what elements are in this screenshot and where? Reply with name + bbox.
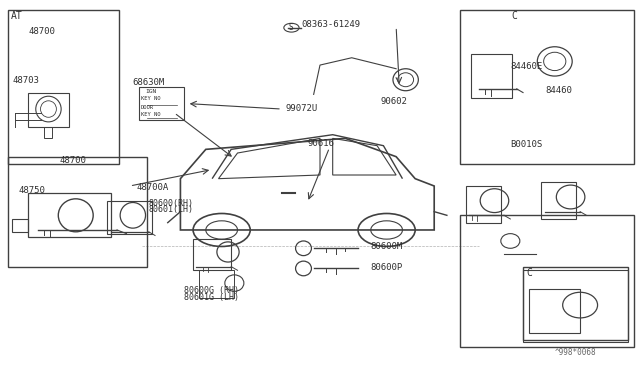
Bar (200, 270, 234, 298)
Text: KEY NO: KEY NO (141, 96, 161, 101)
Text: 08363-61249: 08363-61249 (301, 20, 360, 29)
Text: 90602: 90602 (380, 97, 407, 106)
Bar (193, 239, 231, 270)
Text: 90616: 90616 (307, 139, 334, 148)
Bar (523, 270, 628, 342)
Text: 80600(RH): 80600(RH) (148, 199, 194, 208)
Text: 68630M: 68630M (133, 78, 165, 87)
Text: 48750: 48750 (19, 186, 45, 195)
Bar (139, 87, 184, 120)
Bar (529, 289, 580, 333)
Text: DOOR: DOOR (141, 105, 154, 110)
Bar (471, 54, 512, 98)
Text: 84460: 84460 (545, 86, 572, 94)
Text: AT: AT (10, 11, 22, 21)
Text: 80601(LH): 80601(LH) (148, 205, 194, 214)
Text: ^998*0068: ^998*0068 (555, 347, 596, 357)
Bar (466, 186, 501, 223)
Bar (8, 10, 119, 164)
Text: C: C (511, 11, 518, 21)
Text: KEY NO: KEY NO (141, 112, 161, 117)
Text: 48700: 48700 (60, 156, 87, 165)
Bar (523, 267, 628, 340)
Text: 48700A: 48700A (136, 183, 168, 192)
Text: 80600G (RH): 80600G (RH) (184, 286, 239, 295)
Bar (460, 215, 634, 347)
Bar (460, 10, 634, 164)
Bar (108, 201, 152, 234)
Bar (8, 157, 147, 267)
Text: B0010S: B0010S (510, 140, 543, 149)
Text: 48703: 48703 (12, 76, 39, 86)
Text: 80600M: 80600M (371, 243, 403, 251)
Bar (44, 127, 52, 138)
Text: 80600P: 80600P (371, 263, 403, 272)
Bar (12, 219, 28, 232)
Text: S: S (288, 23, 293, 32)
Text: 48700: 48700 (28, 27, 55, 36)
Bar (541, 182, 576, 219)
Text: IGN: IGN (145, 89, 157, 93)
Text: C: C (526, 268, 532, 278)
Bar (28, 93, 69, 127)
Text: 80601G (LH): 80601G (LH) (184, 293, 239, 302)
Text: 84460E: 84460E (510, 62, 543, 71)
Bar (28, 193, 111, 237)
Text: 99072U: 99072U (285, 103, 317, 112)
